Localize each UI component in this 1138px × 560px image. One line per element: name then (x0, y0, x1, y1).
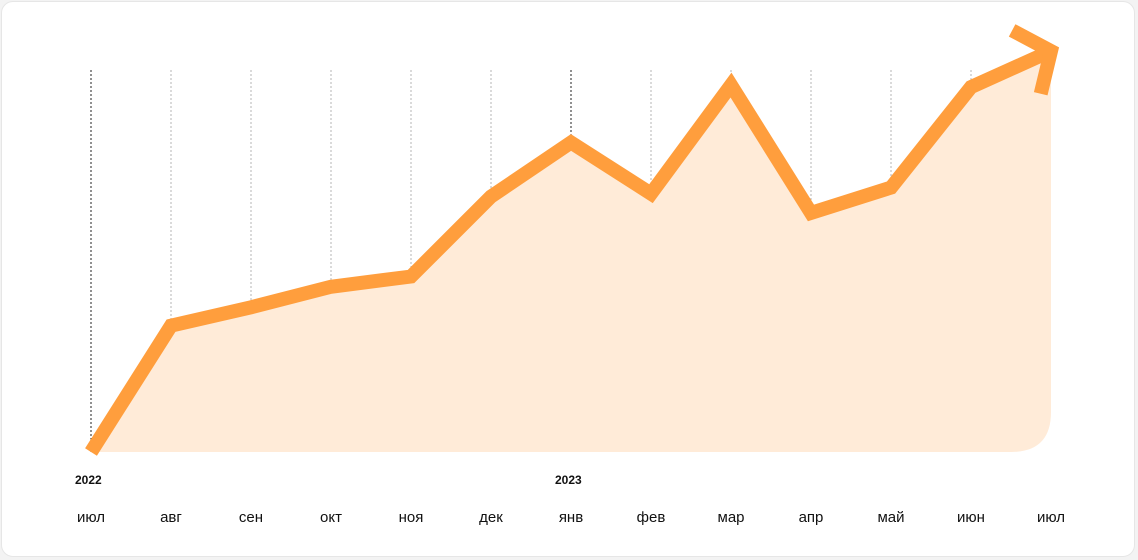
month-tick-label: окт (320, 509, 342, 526)
series-line (85, 44, 1054, 456)
year-labels: 2022 2023 (75, 473, 582, 487)
month-tick-label: сен (239, 509, 263, 526)
month-tick-label: дек (479, 509, 503, 526)
year-label: 2023 (555, 473, 582, 487)
month-tick-label: мар (718, 509, 745, 526)
month-tick-label: июн (957, 509, 985, 526)
year-label: 2022 (75, 473, 102, 487)
trend-arrow-icon (1008, 24, 1060, 96)
month-tick-label: янв (559, 509, 583, 526)
month-labels: июл авг сен окт ноя дек янв фев мар апр май июн июл (77, 509, 1065, 526)
month-tick-label: ноя (399, 509, 424, 526)
month-tick-label: июл (1037, 509, 1065, 526)
month-tick-label: апр (799, 509, 824, 526)
area-fill (91, 51, 1051, 453)
month-tick-label: май (877, 509, 904, 526)
month-tick-label: июл (77, 509, 105, 526)
month-tick-label: фев (637, 509, 666, 526)
month-tick-label: авг (160, 509, 182, 526)
